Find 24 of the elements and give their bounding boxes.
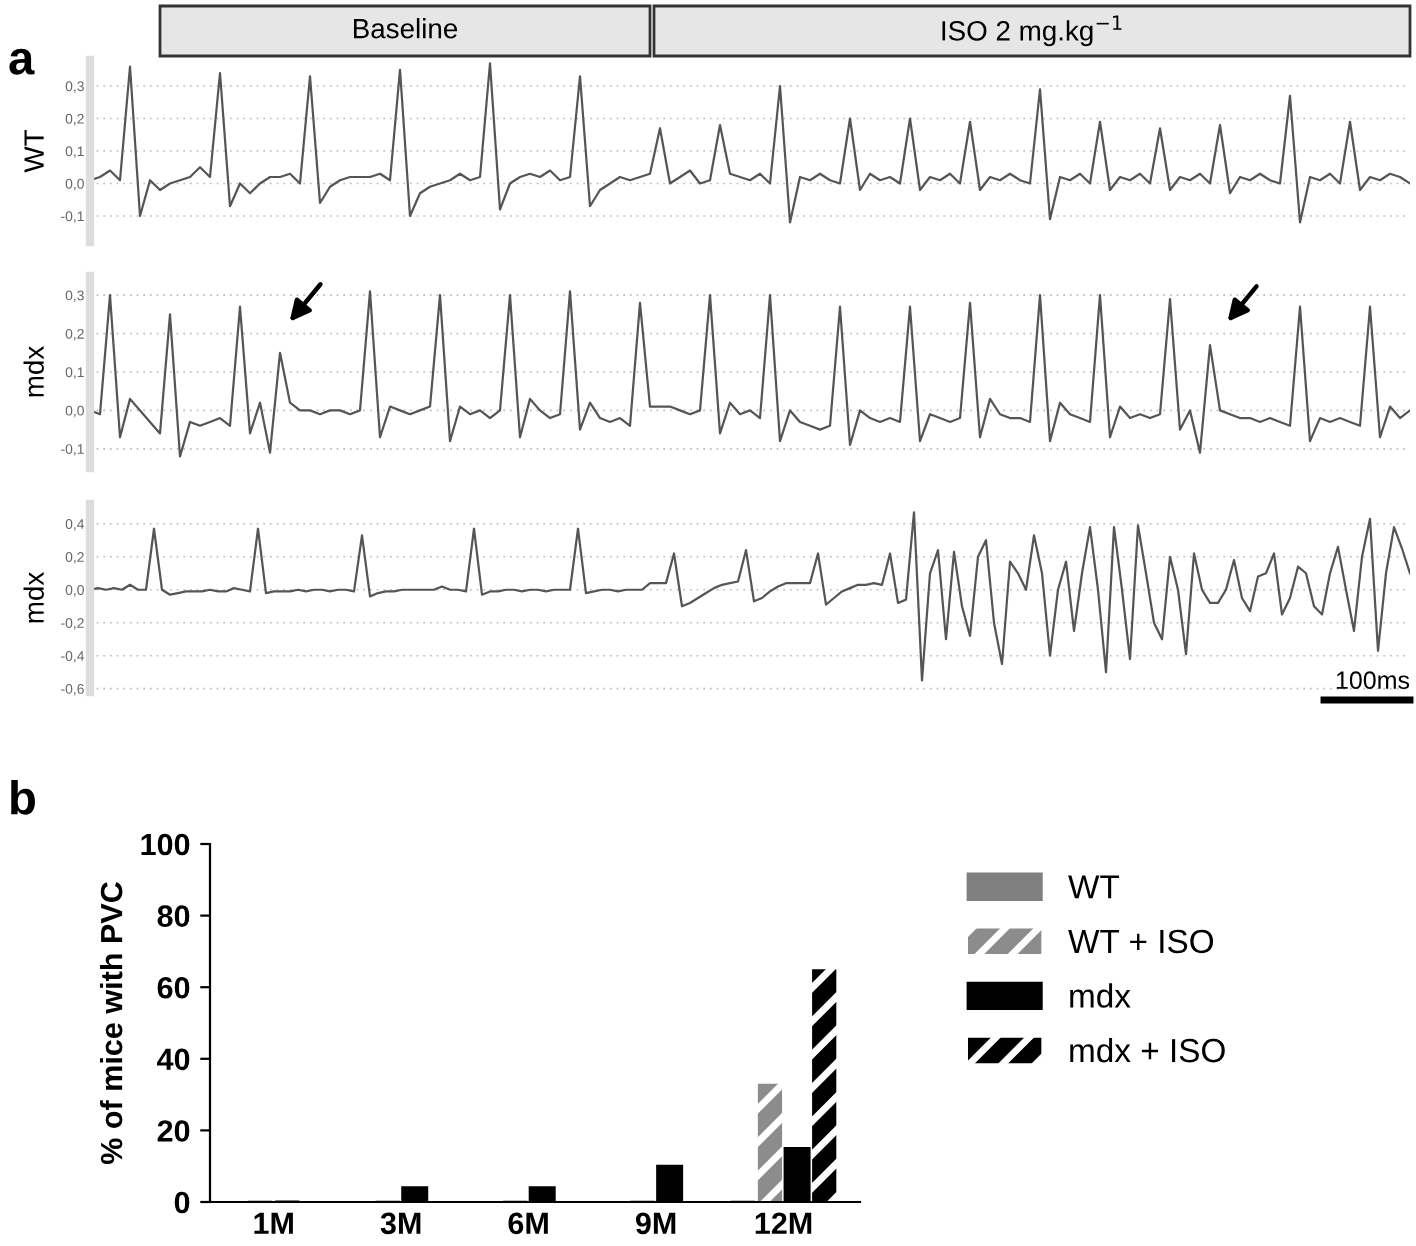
legend-label: WT	[1068, 875, 1120, 899]
y-tick-label: 80	[157, 905, 190, 927]
x-tick-label: 1M	[254, 1212, 293, 1234]
y-tick-label: 0	[174, 1191, 190, 1214]
y-tick-label: 40	[157, 1048, 190, 1071]
legend-label: mdx	[1070, 983, 1131, 1008]
y-axis-title: % of mice with PVC	[99, 882, 123, 1164]
annotation: 100ms	[1336, 671, 1410, 690]
y-tick-label: 60	[157, 976, 190, 999]
y-tick-label: 20	[157, 1120, 190, 1142]
y-axis-title: WT	[24, 130, 44, 173]
x-tick-label: 9M	[635, 1212, 676, 1235]
y-tick-label: 100	[141, 833, 190, 856]
chart-title: a	[9, 48, 35, 75]
x-tick-label: 6M	[508, 1212, 548, 1235]
chart-title: b	[11, 779, 35, 815]
y-axis-title: mdx	[23, 572, 44, 623]
text: ISO 2 mg.kg$^{−1}$	[942, 15, 1122, 47]
y-axis-title: mdx	[23, 346, 44, 397]
legend-label: WT + ISO	[1068, 929, 1214, 954]
x-tick-label: 3M	[380, 1212, 421, 1235]
legend-label: mdx + ISO	[1070, 1037, 1225, 1063]
x-tick-label: 12M	[755, 1212, 812, 1234]
text: Baseline	[354, 18, 458, 39]
